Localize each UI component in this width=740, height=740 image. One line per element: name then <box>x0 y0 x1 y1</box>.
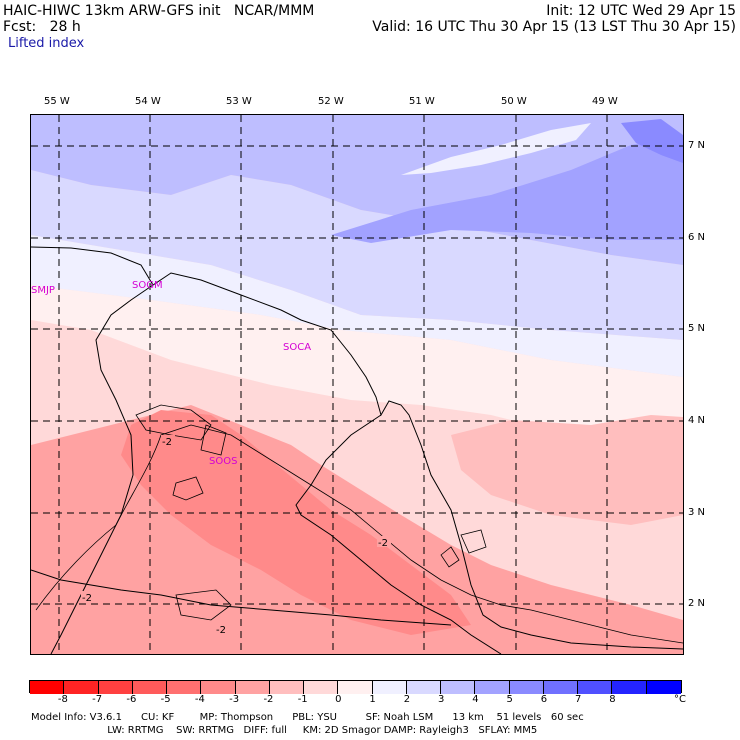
colorbar-swatch <box>304 681 339 694</box>
fill-zone-neg0-1 <box>31 285 683 440</box>
colorbar-swatch <box>372 681 407 694</box>
fill-zone-neg2-east <box>451 415 683 525</box>
colorbar <box>29 680 682 694</box>
colorbar-swatch <box>269 681 305 694</box>
contour-label-bg <box>215 623 229 634</box>
colorbar-swatch <box>132 681 168 694</box>
colorbar-tick-label: -7 <box>92 694 103 705</box>
valid-time: Valid: 16 UTC Thu 30 Apr 15 (13 LST Thu … <box>372 19 736 35</box>
lon-label-51w: 51 W <box>409 96 435 107</box>
colorbar-tick-label: -6 <box>126 694 137 705</box>
fill-zone-light-streak <box>401 123 591 175</box>
lon-label-52w: 52 W <box>318 96 344 107</box>
fill-zone-1-2 <box>31 170 683 340</box>
model-info-line-1: Model Info: V3.6.1 CU: KF MP: Thompson P… <box>31 712 584 723</box>
colorbar-tick-label: 7 <box>575 694 582 705</box>
colorbar-swatch <box>578 681 613 694</box>
init-time: Init: 12 UTC Wed 29 Apr 15 <box>546 3 736 19</box>
lat-label-7n: 7 N <box>688 140 706 151</box>
colorbar-swatch <box>30 681 65 694</box>
colorbar-swatch <box>646 681 681 694</box>
lon-label-54w: 54 W <box>135 96 161 107</box>
fill-zone-4-5 <box>621 119 683 163</box>
station-label: SOCA <box>283 342 311 353</box>
colorbar-tick-label: -4 <box>194 694 205 705</box>
lon-label-49w: 49 W <box>592 96 618 107</box>
border-south <box>31 569 452 626</box>
contour-label-bg <box>81 591 95 602</box>
model-title: HAIC-HIWC 13km ARW-GFS init NCAR/MMM <box>3 3 315 19</box>
colorbar-tick-label: -2 <box>263 694 274 705</box>
fill-zone-3-4 <box>331 135 683 243</box>
contour-label: -2 <box>378 538 388 549</box>
border-east <box>295 414 502 654</box>
contour-neg2-island-4 <box>175 589 232 621</box>
colorbar-swatch <box>98 681 133 694</box>
contour-label-bg <box>161 435 175 446</box>
colorbar-swatch <box>64 681 99 694</box>
colorbar-swatch <box>475 681 510 694</box>
contour-label: -2 <box>82 593 92 604</box>
contour-neg2-island-3 <box>200 424 227 456</box>
colorbar-tick-label: 1 <box>369 694 376 705</box>
contour-neg2-island-6 <box>440 546 460 568</box>
forecast-hour: Fcst: 28 h <box>3 19 81 35</box>
lat-label-4n: 4 N <box>688 415 706 426</box>
colorbar-swatch <box>612 681 647 694</box>
colorbar-tick-label: -1 <box>297 694 308 705</box>
contour-label: -2 <box>216 625 226 636</box>
colorbar-tick-label: 4 <box>472 694 479 705</box>
colorbar-tick-label: -5 <box>160 694 171 705</box>
contour-label: -2 <box>162 437 172 448</box>
colorbar-tick-label: -3 <box>229 694 240 705</box>
model-info-line-2: LW: RRTMG SW: RRTMG DIFF: full KM: 2D Sm… <box>31 725 538 736</box>
contour-label-bg <box>377 536 391 547</box>
colorbar-swatch <box>441 681 476 694</box>
lat-label-2n: 2 N <box>688 598 706 609</box>
lat-label-3n: 3 N <box>688 507 706 518</box>
colorbar-tick-label: 5 <box>506 694 513 705</box>
lon-label-55w: 55 W <box>44 96 70 107</box>
colorbar-swatch <box>406 681 442 694</box>
fill-zone-0-1 <box>31 235 683 377</box>
colorbar-tick-label: 3 <box>437 694 445 705</box>
lon-label-53w: 53 W <box>226 96 252 107</box>
station-label: SOOS <box>209 456 237 467</box>
colorbar-swatch <box>201 681 236 694</box>
lat-label-6n: 6 N <box>688 232 706 243</box>
colorbar-tick-label: 8 <box>609 694 616 705</box>
colorbar-swatch <box>509 681 544 694</box>
colorbar-swatch <box>167 681 202 694</box>
colorbar-unit: °C <box>674 694 686 705</box>
colorbar-tick-label: -8 <box>57 694 68 705</box>
lon-label-50w: 50 W <box>501 96 527 107</box>
colorbar-tick-label: 6 <box>540 694 548 705</box>
graticule <box>31 115 683 654</box>
lat-label-5n: 5 N <box>688 323 706 334</box>
colorbar-swatch <box>235 681 270 694</box>
lifted-index-map: -2 -2 -2 -2 SMJP SOGM SOCA SOOS <box>30 114 684 655</box>
colorbar-tick-label: 2 <box>403 694 411 705</box>
station-label: SOGM <box>132 280 163 291</box>
contour-neg2-island-2 <box>172 476 204 501</box>
station-label: SMJP <box>31 285 55 296</box>
contour-neg2-island-5 <box>460 529 487 554</box>
colorbar-tick-label: 0 <box>335 694 342 705</box>
colorbar-swatch <box>338 681 373 694</box>
contour-neg2 <box>35 424 683 644</box>
colorbar-swatch <box>543 681 579 694</box>
field-name: Lifted index <box>8 36 85 51</box>
